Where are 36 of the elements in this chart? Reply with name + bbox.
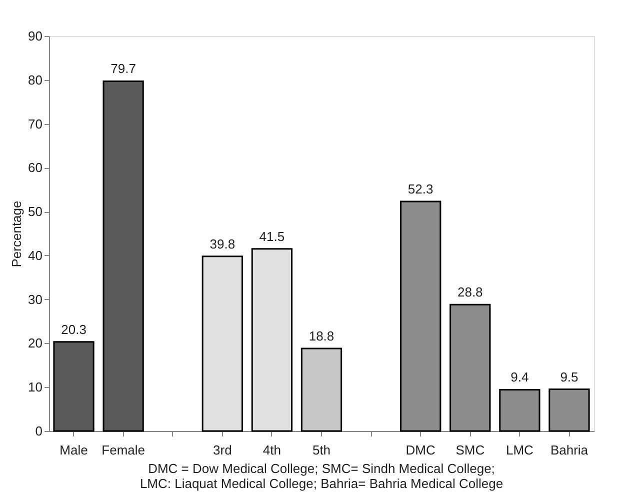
data-label: 41.5 <box>259 228 285 244</box>
x-tick-label: 4th <box>262 442 281 458</box>
x-tick-label: Male <box>60 442 88 458</box>
y-tick-label: 10 <box>28 380 42 395</box>
text: LMC: Liaquat Medical College; Bahria= Bahria Medical College <box>140 476 504 491</box>
x-tick-label: SMC <box>456 442 485 458</box>
y-tick-label: 30 <box>28 292 42 307</box>
y-tick-label: 80 <box>28 72 42 88</box>
y-tick-label: 50 <box>28 204 42 220</box>
bar <box>53 341 94 432</box>
y-tick-label: 20 <box>28 336 42 351</box>
x-tick-label: DMC <box>406 442 436 458</box>
data-label: 18.8 <box>308 328 334 344</box>
data-label: 9.4 <box>510 370 529 385</box>
y-tick-label: 70 <box>28 116 42 132</box>
x-tick-label: Bahria <box>550 442 589 458</box>
bar <box>202 256 243 432</box>
data-label: 28.8 <box>457 284 483 300</box>
text: DMC = Dow Medical College; SMC= Sindh Medical College; <box>148 461 495 476</box>
y-axis-title: Percentage <box>9 200 24 268</box>
x-tick-label: 3rd <box>213 442 232 458</box>
x-tick-label: 5th <box>312 442 331 458</box>
x-tick-label: Female <box>102 442 145 458</box>
bar <box>251 248 293 432</box>
data-label: 52.3 <box>408 181 434 196</box>
y-tick-label: 0 <box>35 424 42 438</box>
data-label: 9.5 <box>560 369 578 384</box>
data-label: 20.3 <box>61 322 86 337</box>
y-tick-label: 60 <box>28 160 42 176</box>
bar <box>102 80 144 432</box>
data-label: 39.8 <box>210 236 236 252</box>
x-tick-label: LMC <box>506 442 534 458</box>
bar <box>300 348 342 432</box>
data-label: 79.7 <box>110 61 136 76</box>
y-tick-label: 40 <box>28 248 42 263</box>
y-tick-label: 90 <box>28 28 42 44</box>
